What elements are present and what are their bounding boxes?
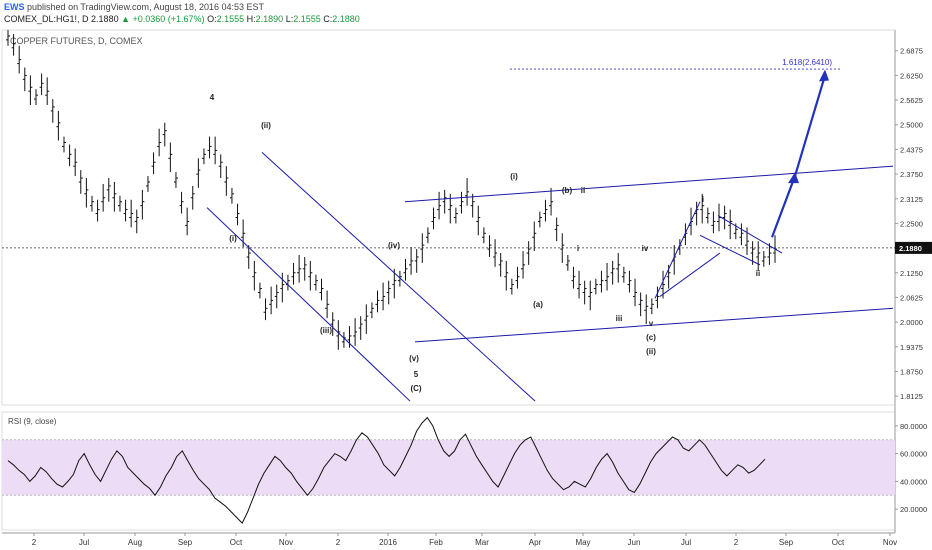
publisher-name[interactable]: EWS <box>4 2 25 12</box>
price-tick-label: 2.5000 <box>900 121 923 130</box>
price-tick-label: 2.3750 <box>900 170 923 179</box>
rsi-tick-label: 40.0000 <box>900 477 927 486</box>
time-tick-label: 2 <box>336 538 341 547</box>
wave-label: (i) <box>510 172 518 181</box>
close-value: 2.1880 <box>332 14 360 24</box>
rsi-tick-label: 20.0000 <box>900 505 927 514</box>
price-tick-label: 1.8750 <box>900 367 923 376</box>
wave-label: (a) <box>533 300 543 309</box>
time-tick-label: 2 <box>734 538 739 547</box>
price-tick-label: 2.3125 <box>900 195 923 204</box>
published-text: published on TradingView.com, August 18,… <box>27 2 265 12</box>
price-tick-label: 2.0000 <box>900 318 923 327</box>
wave-label: (iii) <box>320 326 332 335</box>
rsi-line <box>7 416 766 524</box>
low-value: 2.1555 <box>293 14 321 24</box>
wave-label: iii <box>616 314 623 323</box>
wave-label: (v) <box>409 354 419 363</box>
time-tick-label: Jun <box>628 538 641 547</box>
time-tick-label: Feb <box>429 538 443 547</box>
time-tick-label: Sep <box>779 538 794 547</box>
open-value: 2.1555 <box>216 14 245 24</box>
high-label: H: <box>246 14 256 24</box>
down-channel-upper <box>261 151 536 402</box>
time-tick-label: Oct <box>230 538 243 547</box>
wave-label: (ii) <box>646 347 656 356</box>
rsi-band <box>2 439 895 496</box>
projection-mid-arrowhead <box>788 172 799 184</box>
up-channel-upper <box>404 165 894 203</box>
time-tick-label: Mar <box>475 538 489 547</box>
wave-label: 5 <box>414 370 419 379</box>
rsi-tick-label: 60.0000 <box>900 450 927 459</box>
time-tick-label: Nov <box>279 538 293 547</box>
last-price-tag-label: 2.1880 <box>899 244 922 253</box>
time-tick-label: Jul <box>79 538 89 547</box>
close-label: C: <box>323 14 333 24</box>
wave-label: v <box>649 319 654 328</box>
wave-label: 4 <box>210 93 215 102</box>
time-tick-label: Aug <box>128 538 142 547</box>
low-label: L: <box>285 14 294 24</box>
wedge-lower <box>699 234 761 266</box>
time-tick-label: May <box>575 538 590 547</box>
wave-label: ii <box>756 269 760 278</box>
projection-path <box>770 75 827 238</box>
triangle-upper <box>654 201 701 299</box>
open-label: O: <box>207 14 217 24</box>
up-channel-lower <box>414 307 894 343</box>
time-tick-label: Nov <box>883 538 897 547</box>
price-panel-frame <box>1 29 896 406</box>
price-change: ▲ +0.0360 (+1.67%) <box>121 14 205 24</box>
wave-label: (i) <box>229 234 237 243</box>
price-tick-label: 2.6875 <box>900 47 923 56</box>
wave-label: ii <box>581 186 585 195</box>
symbol-line: COMEX_DL:HG1!, D 2.1880 ▲ +0.0360 (+1.67… <box>4 14 360 24</box>
wave-label: iv <box>642 244 649 253</box>
chart-title: COPPER FUTURES, D, COMEX <box>10 36 143 46</box>
time-tick-label: Jul <box>681 538 691 547</box>
time-tick-label: 2016 <box>379 538 397 547</box>
price-tick-label: 2.5625 <box>900 96 923 105</box>
price-tick-label: 2.6250 <box>900 71 923 80</box>
price-tick-label: 1.8125 <box>900 392 923 401</box>
last-price-tag <box>895 241 932 254</box>
last-price: 2.1880 <box>91 14 119 24</box>
price-tick-label: 1.9375 <box>900 343 923 352</box>
rsi-title: RSI (9, close) <box>8 417 57 426</box>
chart-header: EWS published on TradingView.com, August… <box>0 0 932 28</box>
wave-label: (iv) <box>388 241 400 250</box>
rsi-tick-label: 80.0000 <box>900 422 927 431</box>
publisher-line: EWS published on TradingView.com, August… <box>4 2 264 12</box>
triangle-lower <box>659 252 721 297</box>
down-channel-lower <box>206 207 411 402</box>
time-tick-label: Apr <box>529 538 542 547</box>
wave-label: (C) <box>410 384 421 393</box>
time-tick-label: 2 <box>32 538 37 547</box>
fib-target-label: 1.618(2.6410) <box>782 58 832 67</box>
price-tick-label: 2.1250 <box>900 269 923 278</box>
wave-label: (b) <box>562 186 573 195</box>
wedge-upper <box>717 215 783 254</box>
symbol-ticker: COMEX_DL:HG1!, D <box>4 14 89 24</box>
price-tick-label: 2.0625 <box>900 293 923 302</box>
wave-label: (ii) <box>261 121 271 130</box>
wave-label: i <box>577 244 579 253</box>
price-tick-label: 2.2500 <box>900 219 923 228</box>
price-tick-label: 2.4375 <box>900 145 923 154</box>
high-value: 2.1890 <box>255 14 284 24</box>
wave-label: i <box>702 195 704 204</box>
time-tick-label: Oct <box>832 538 845 547</box>
time-tick-label: Sep <box>178 538 193 547</box>
projection-arrowhead <box>819 69 829 82</box>
wave-label: (c) <box>646 333 656 342</box>
